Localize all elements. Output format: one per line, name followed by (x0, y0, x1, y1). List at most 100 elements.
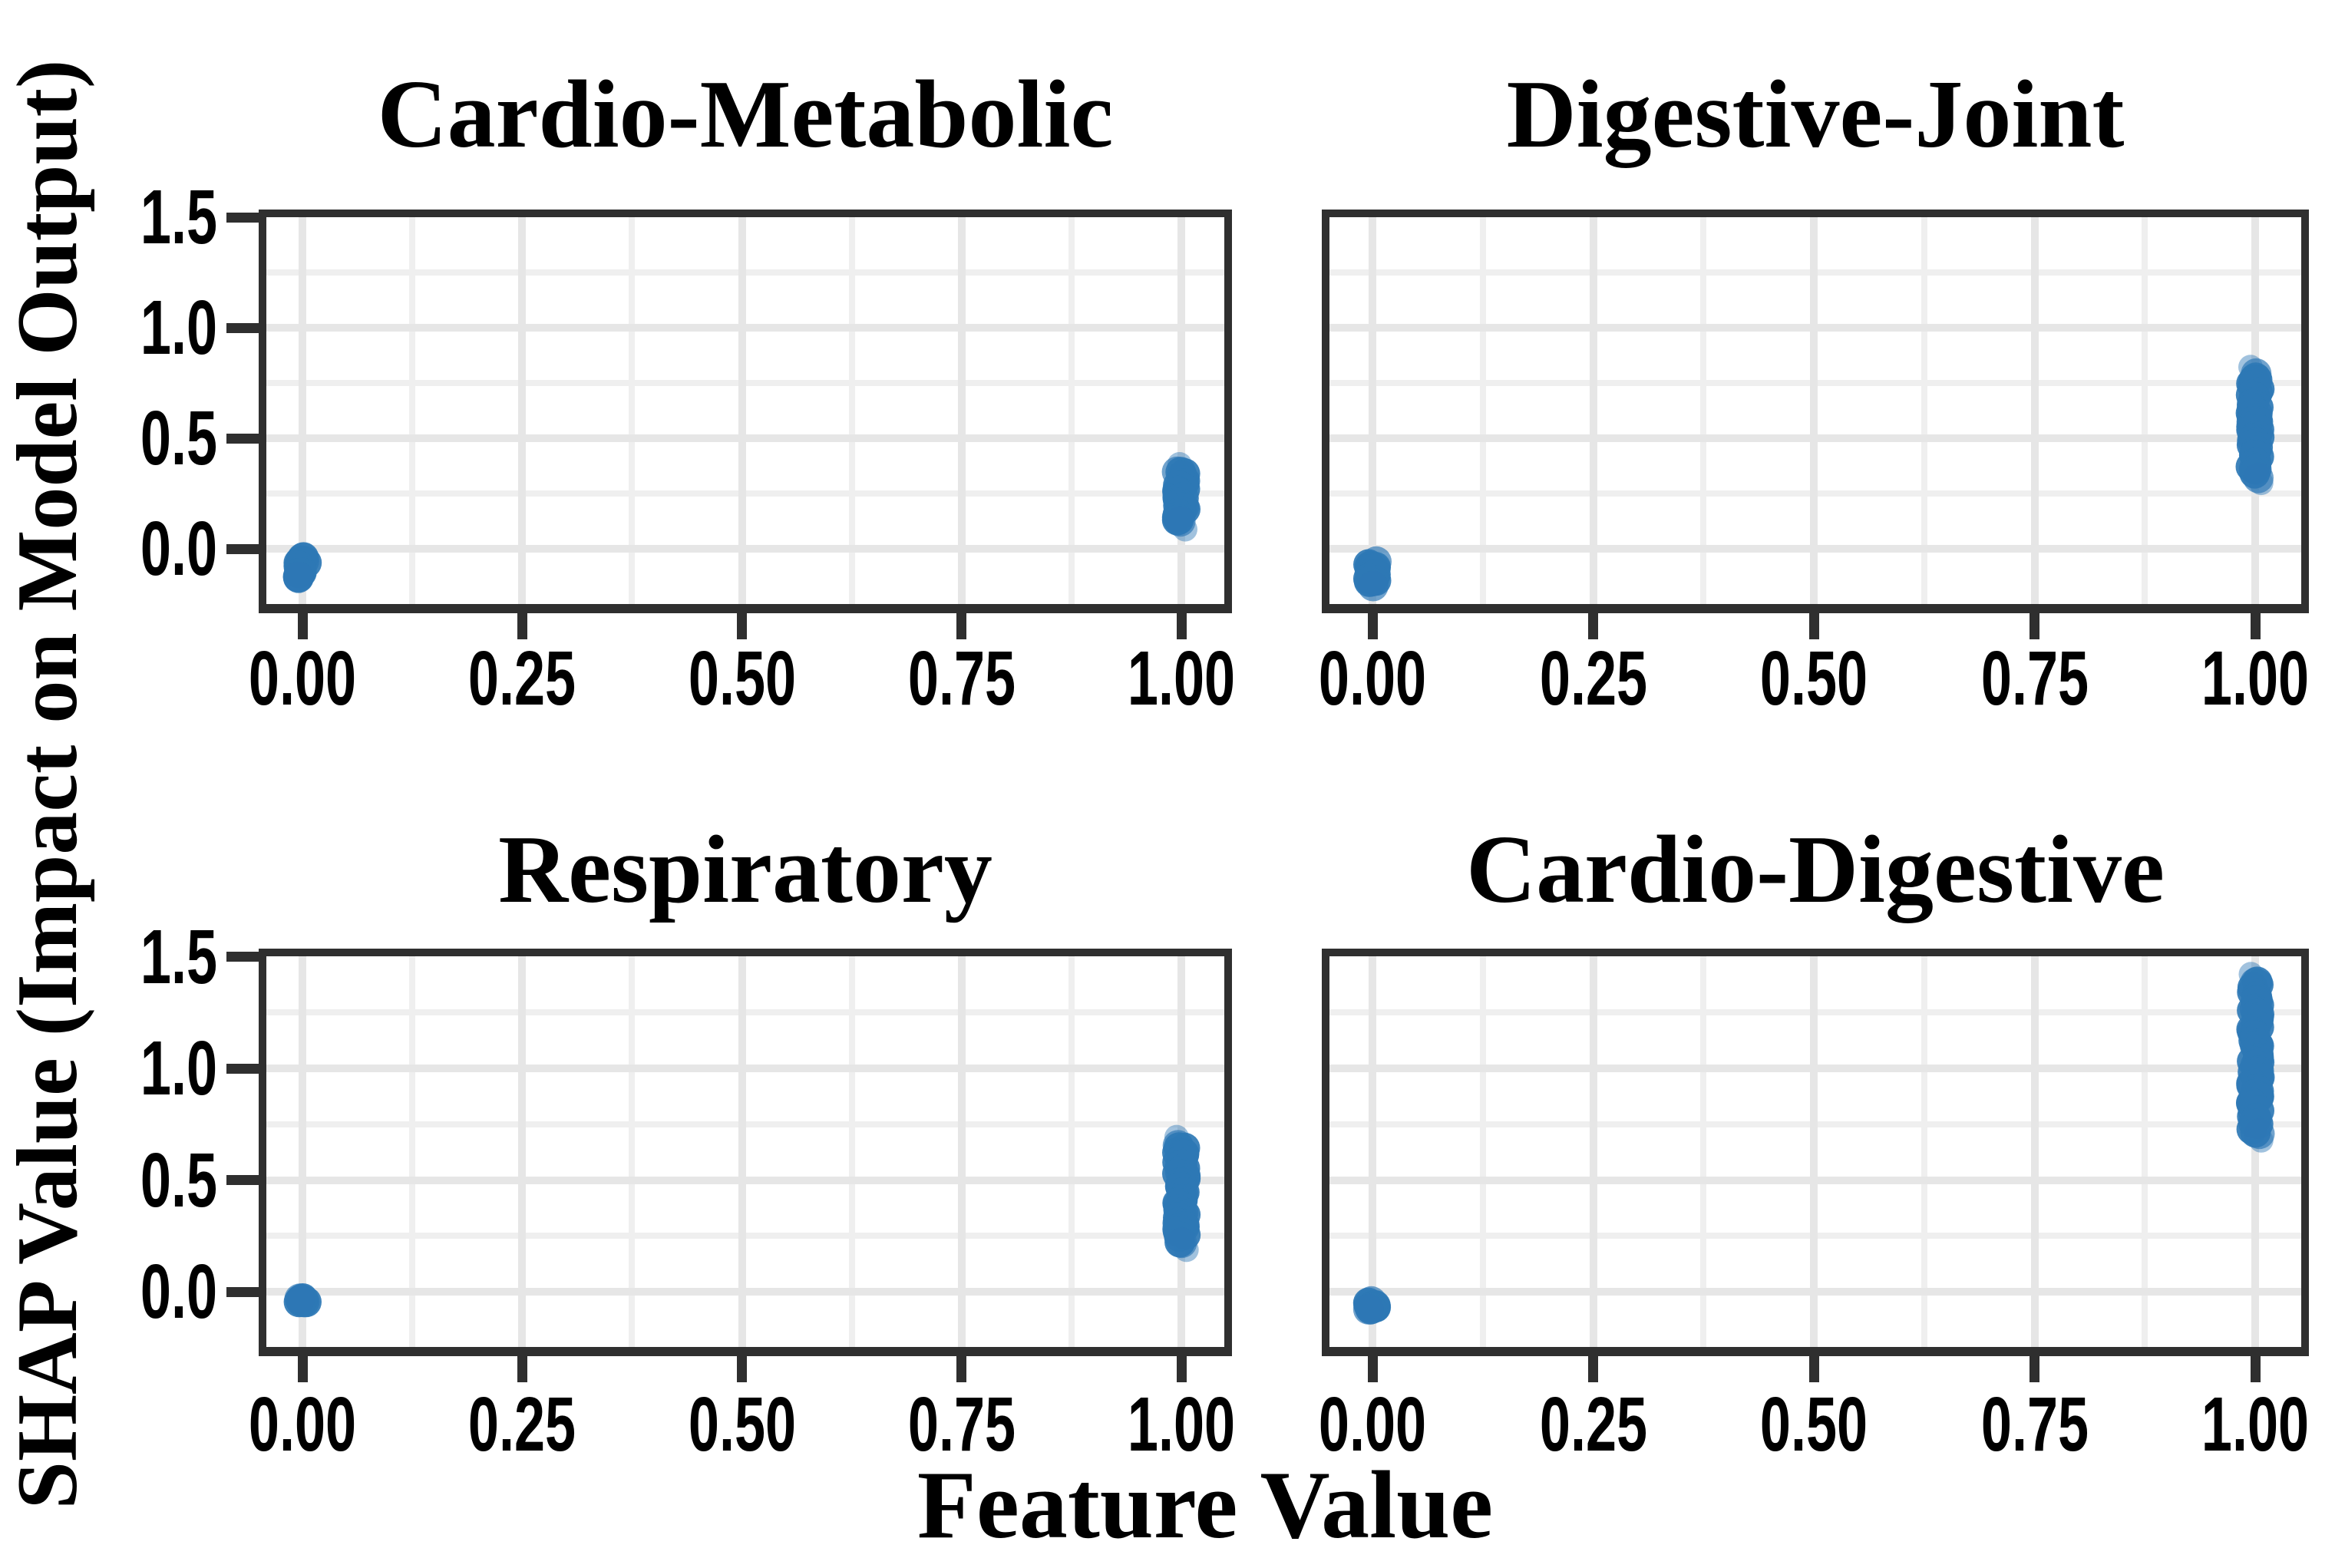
gridline-horizontal (1329, 1176, 2301, 1184)
x-tick (1588, 613, 1598, 639)
y-tick-label: 0.5 (140, 1137, 217, 1223)
x-tick (1367, 1356, 1378, 1382)
data-point (1164, 506, 1196, 537)
gridline-vertical (518, 217, 527, 604)
x-tick (956, 1356, 967, 1382)
gridline-horizontal (1329, 1288, 2301, 1296)
gridline-vertical (2030, 956, 2039, 1347)
subplot-title-cardio-metabolic: Cardio-Metabolic (377, 61, 1114, 168)
x-tick (2030, 613, 2039, 639)
x-tick-label: 0.00 (248, 1381, 357, 1467)
gridline-vertical (848, 217, 855, 604)
x-tick-label: 0.50 (688, 635, 796, 721)
x-tick-label: 1.00 (1127, 1381, 1236, 1467)
data-point (284, 1283, 315, 1315)
gridline-vertical (2030, 217, 2039, 604)
x-axis-label: Feature Value (916, 1452, 1494, 1559)
gridline-horizontal (1329, 1065, 2301, 1073)
x-tick (1367, 613, 1378, 639)
gridline-vertical (1921, 956, 1927, 1347)
gridline-vertical (409, 956, 416, 1347)
gridline-vertical (1479, 956, 1486, 1347)
y-tick (226, 543, 259, 554)
gridline-vertical (738, 217, 746, 604)
subplot-title-respiratory: Respiratory (498, 817, 992, 923)
y-tick (226, 433, 259, 444)
gridline-horizontal (266, 1176, 1224, 1184)
gridline-vertical (629, 217, 636, 604)
x-tick-label: 0.25 (468, 635, 576, 721)
gridline-vertical (1068, 956, 1075, 1347)
subplot-area-digestive-joint (1329, 217, 2301, 604)
x-tick-label: 0.50 (1759, 1381, 1868, 1467)
gridline-vertical (409, 217, 416, 604)
gridline-vertical (2142, 956, 2148, 1347)
x-tick (517, 613, 527, 639)
y-tick (226, 1063, 259, 1074)
x-tick (1588, 1356, 1598, 1382)
y-tick-label: 1.0 (140, 285, 217, 371)
y-tick-label: 1.5 (140, 174, 217, 260)
y-tick (226, 1286, 259, 1297)
x-tick (1176, 613, 1187, 639)
y-tick (226, 212, 259, 223)
x-tick-label: 1.00 (2201, 635, 2310, 721)
gridline-vertical (1369, 217, 1376, 604)
gridline-vertical (1810, 217, 1818, 604)
gridline-vertical (1700, 956, 1707, 1347)
y-tick-label: 1.0 (140, 1025, 217, 1112)
scatter-points-cardio-digestive (1352, 962, 2275, 1325)
x-tick-label: 0.75 (907, 635, 1016, 721)
x-tick-label: 1.00 (2201, 1381, 2310, 1467)
x-tick (297, 1356, 308, 1382)
x-tick (2250, 613, 2261, 639)
gridline-vertical (738, 956, 746, 1347)
x-tick (737, 1356, 747, 1382)
gridline-vertical (1921, 217, 1927, 604)
y-axis-label-container: SHAP Value (Impact on Model Output) (0, 0, 95, 1568)
gridline-vertical (957, 217, 966, 604)
y-axis-label: SHAP Value (Impact on Model Output) (0, 59, 95, 1509)
gridline-vertical (2142, 217, 2148, 604)
x-tick (1808, 1356, 1819, 1382)
gridline-vertical (1810, 956, 1818, 1347)
x-tick (2250, 1356, 2261, 1382)
gridline-vertical (1589, 956, 1597, 1347)
gridline-vertical (629, 956, 636, 1347)
gridline-horizontal (1329, 545, 2301, 553)
gridline-horizontal (266, 1065, 1224, 1073)
subplot-title-cardio-digestive: Cardio-Digestive (1466, 817, 2165, 923)
scatter-points-respiratory (283, 1124, 1201, 1318)
y-tick (226, 952, 259, 962)
x-tick (297, 613, 308, 639)
data-point (1352, 1293, 1384, 1325)
x-tick-label: 1.00 (1127, 635, 1236, 721)
x-tick (2030, 1356, 2039, 1382)
data-point (1357, 570, 1389, 602)
x-tick (956, 613, 967, 639)
gridline-vertical (299, 217, 306, 604)
gridline-horizontal (1329, 434, 2301, 442)
data-point (282, 561, 314, 593)
x-tick-label: 0.75 (907, 1381, 1016, 1467)
x-tick-label: 0.00 (248, 635, 357, 721)
gridline-horizontal (266, 545, 1224, 553)
gridline-vertical (1177, 217, 1185, 604)
data-point (2243, 462, 2274, 494)
x-tick-label: 0.00 (1318, 635, 1427, 721)
gridline-horizontal (266, 434, 1224, 442)
x-tick (1808, 613, 1819, 639)
gridline-horizontal (266, 1288, 1224, 1296)
x-tick (737, 613, 747, 639)
gridline-vertical (848, 956, 855, 1347)
subplot-title-digestive-joint: Digestive-Joint (1506, 61, 2125, 168)
x-tick-label: 0.25 (468, 1381, 576, 1467)
scatter-points-digestive-joint (1352, 355, 2275, 602)
x-tick-label: 0.75 (1980, 1381, 2089, 1467)
gridline-vertical (1700, 217, 1707, 604)
y-tick-label: 1.5 (140, 913, 217, 1000)
x-tick (517, 1356, 527, 1382)
y-tick-label: 0.0 (140, 1249, 217, 1335)
gridline-vertical (1369, 956, 1376, 1347)
